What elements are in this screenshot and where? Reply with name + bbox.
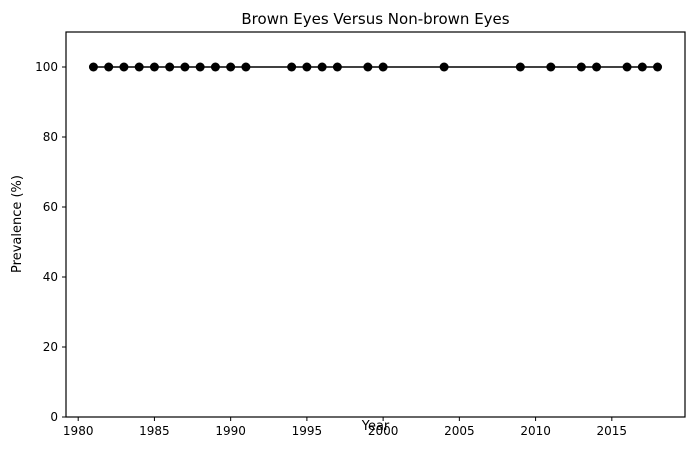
- series-layer: [88, 62, 663, 72]
- y-axis: 0 20 40 60 80 100: [35, 60, 66, 424]
- x-tick-label: 2015: [597, 424, 628, 438]
- data-point: [287, 62, 297, 72]
- data-point: [165, 62, 175, 72]
- data-point: [104, 62, 114, 72]
- data-point: [576, 62, 586, 72]
- x-tick-label: 2000: [368, 424, 399, 438]
- plot-area: [65, 31, 686, 418]
- y-tick-label: 0: [50, 410, 58, 424]
- data-point: [88, 62, 98, 72]
- x-tick-label: 1980: [63, 424, 94, 438]
- x-axis-label: Year: [361, 419, 390, 434]
- data-point: [546, 62, 556, 72]
- x-tick-label: 2010: [520, 424, 551, 438]
- y-tick-label: 60: [43, 200, 58, 214]
- data-point: [653, 62, 663, 72]
- x-tick-label: 2005: [444, 424, 475, 438]
- data-point: [637, 62, 647, 72]
- x-tick-label: 1990: [215, 424, 246, 438]
- x-tick-label: 1995: [292, 424, 323, 438]
- data-point: [439, 62, 449, 72]
- data-point: [149, 62, 159, 72]
- data-point: [592, 62, 602, 72]
- data-point: [119, 62, 129, 72]
- chart-title: Brown Eyes Versus Non-brown Eyes: [241, 10, 509, 28]
- x-tick-label: 1985: [139, 424, 170, 438]
- data-point: [210, 62, 220, 72]
- data-point: [195, 62, 205, 72]
- y-tick-label: 100: [35, 60, 58, 74]
- y-axis-label: Prevalence (%): [10, 175, 25, 273]
- data-point: [378, 62, 388, 72]
- data-point: [302, 62, 312, 72]
- data-point: [180, 62, 190, 72]
- x-axis: 1980 1985 1990 1995 2000 2005 2010 2015: [63, 417, 627, 438]
- y-tick-label: 40: [43, 270, 58, 284]
- data-point: [241, 62, 251, 72]
- data-point: [226, 62, 236, 72]
- data-point: [363, 62, 373, 72]
- data-point: [622, 62, 632, 72]
- y-tick-label: 80: [43, 130, 58, 144]
- data-point: [317, 62, 327, 72]
- data-point: [134, 62, 144, 72]
- y-tick-label: 20: [43, 340, 58, 354]
- data-point: [515, 62, 525, 72]
- data-point: [332, 62, 342, 72]
